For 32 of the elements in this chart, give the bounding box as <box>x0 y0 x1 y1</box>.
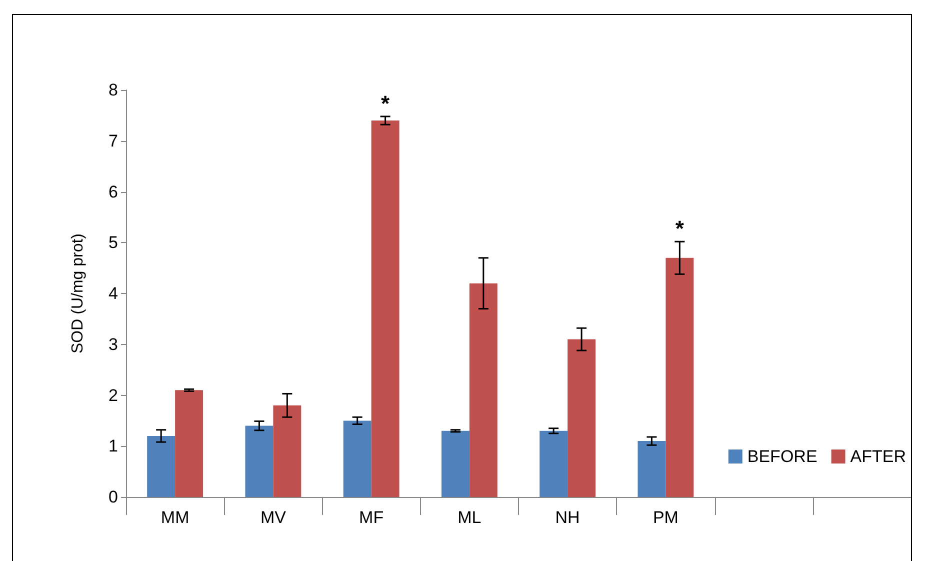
y-tick-label: 7 <box>108 131 118 150</box>
x-tick-label: MM <box>160 508 190 527</box>
x-tick-label: ML <box>458 508 482 527</box>
x-tick-label: MF <box>359 508 384 527</box>
y-tick-label: 8 <box>108 80 118 100</box>
bar <box>343 420 372 497</box>
bar <box>666 258 694 497</box>
bar <box>441 430 470 497</box>
bar <box>540 430 568 497</box>
annotation: * <box>675 216 684 242</box>
bar <box>147 436 176 497</box>
annotation: * <box>381 90 390 116</box>
y-tick-label: 0 <box>108 488 118 506</box>
y-tick-label: 6 <box>108 182 118 202</box>
y-tick-label: 2 <box>108 386 118 405</box>
bar <box>469 283 498 497</box>
bar <box>175 390 204 497</box>
y-tick-label: 3 <box>108 334 118 354</box>
legend-label: AFTER <box>850 447 906 466</box>
y-tick-label: 1 <box>108 436 118 456</box>
y-tick-label: 4 <box>108 284 118 303</box>
bar <box>568 339 596 497</box>
y-tick-label: 5 <box>108 233 118 252</box>
x-tick-label: PM <box>652 508 678 527</box>
legend-label: BEFORE <box>747 447 818 466</box>
bar <box>273 405 302 497</box>
x-tick-label: MV <box>260 508 287 527</box>
bar <box>371 120 400 497</box>
y-axis-title: SOD (U/mg prot) <box>70 233 86 354</box>
bar <box>638 441 666 497</box>
bar <box>245 426 274 497</box>
x-tick-label: NH <box>555 508 580 527</box>
